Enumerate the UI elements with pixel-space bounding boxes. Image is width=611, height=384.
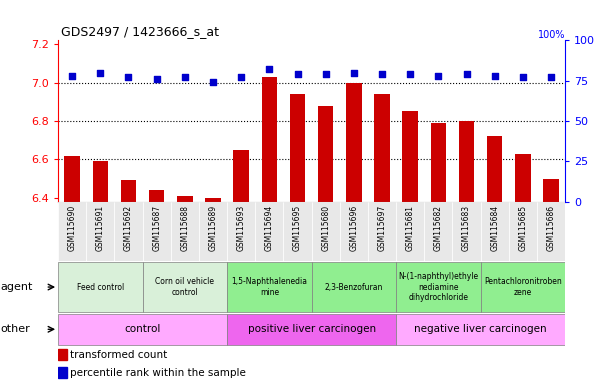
Bar — [318, 106, 334, 202]
Text: positive liver carcinogen: positive liver carcinogen — [247, 324, 376, 334]
Bar — [396, 314, 565, 345]
Bar — [205, 198, 221, 202]
Text: GSM115694: GSM115694 — [265, 205, 274, 251]
Point — [518, 74, 528, 81]
Text: 1,5-Naphthalenedia
mine: 1,5-Naphthalenedia mine — [232, 277, 307, 297]
Bar — [368, 202, 396, 261]
Bar — [142, 262, 227, 312]
Bar — [92, 161, 108, 202]
Bar — [149, 190, 164, 202]
Bar — [340, 202, 368, 261]
Point — [377, 71, 387, 77]
Text: agent: agent — [1, 282, 33, 292]
Bar — [170, 202, 199, 261]
Bar — [58, 314, 227, 345]
Text: GSM115696: GSM115696 — [349, 205, 359, 251]
Bar — [114, 202, 142, 261]
Bar — [121, 180, 136, 202]
Text: GSM115691: GSM115691 — [96, 205, 105, 251]
Bar — [227, 314, 396, 345]
Point — [434, 73, 444, 79]
Text: GSM115687: GSM115687 — [152, 205, 161, 251]
Bar — [199, 202, 227, 261]
Bar — [58, 367, 67, 379]
Bar — [58, 349, 67, 360]
Text: GSM115680: GSM115680 — [321, 205, 330, 251]
Text: GSM115693: GSM115693 — [236, 205, 246, 251]
Bar — [481, 202, 509, 261]
Bar — [375, 94, 390, 202]
Point — [265, 66, 274, 73]
Point — [405, 71, 415, 77]
Text: GSM115683: GSM115683 — [462, 205, 471, 251]
Text: GSM115686: GSM115686 — [547, 205, 555, 251]
Text: GSM115692: GSM115692 — [124, 205, 133, 251]
Point — [462, 71, 472, 77]
Text: GSM115682: GSM115682 — [434, 205, 443, 251]
Bar — [487, 136, 502, 202]
Point — [349, 70, 359, 76]
Bar — [142, 202, 170, 261]
Point — [67, 73, 77, 79]
Bar — [312, 202, 340, 261]
Bar — [233, 150, 249, 202]
Text: GSM115689: GSM115689 — [208, 205, 218, 251]
Bar — [509, 202, 537, 261]
Bar — [515, 154, 531, 202]
Bar — [177, 196, 192, 202]
Bar — [424, 202, 453, 261]
Text: GSM115684: GSM115684 — [490, 205, 499, 251]
Bar — [481, 262, 565, 312]
Point — [123, 74, 133, 81]
Bar — [227, 202, 255, 261]
Bar — [459, 121, 474, 202]
Bar — [58, 202, 86, 261]
Point — [152, 76, 161, 82]
Bar — [346, 83, 362, 202]
Bar — [290, 94, 306, 202]
Bar — [64, 156, 80, 202]
Bar — [431, 123, 446, 202]
Point — [180, 74, 189, 81]
Text: GSM115681: GSM115681 — [406, 205, 415, 251]
Bar — [396, 202, 424, 261]
Text: control: control — [125, 324, 161, 334]
Text: Feed control: Feed control — [77, 283, 124, 291]
Text: GSM115690: GSM115690 — [68, 205, 76, 251]
Bar — [262, 77, 277, 202]
Text: GSM115697: GSM115697 — [378, 205, 387, 251]
Point — [546, 74, 556, 81]
Text: 100%: 100% — [538, 30, 565, 40]
Bar — [284, 202, 312, 261]
Point — [208, 79, 218, 85]
Bar — [403, 111, 418, 202]
Text: 2,3-Benzofuran: 2,3-Benzofuran — [324, 283, 383, 291]
Bar — [537, 202, 565, 261]
Text: GSM115688: GSM115688 — [180, 205, 189, 251]
Point — [236, 74, 246, 81]
Text: GSM115695: GSM115695 — [293, 205, 302, 251]
Text: negative liver carcinogen: negative liver carcinogen — [414, 324, 547, 334]
Text: percentile rank within the sample: percentile rank within the sample — [70, 368, 246, 378]
Point — [490, 73, 500, 79]
Point — [95, 70, 105, 76]
Point — [293, 71, 302, 77]
Text: GSM115685: GSM115685 — [518, 205, 527, 251]
Text: GDS2497 / 1423666_s_at: GDS2497 / 1423666_s_at — [61, 25, 219, 38]
Bar — [255, 202, 284, 261]
Bar — [58, 262, 142, 312]
Bar — [396, 262, 481, 312]
Point — [321, 71, 331, 77]
Bar — [312, 262, 396, 312]
Text: Corn oil vehicle
control: Corn oil vehicle control — [155, 277, 214, 297]
Bar — [453, 202, 481, 261]
Text: transformed count: transformed count — [70, 350, 167, 360]
Bar — [86, 202, 114, 261]
Bar — [227, 262, 312, 312]
Text: Pentachloronitroben
zene: Pentachloronitroben zene — [484, 277, 562, 297]
Bar — [543, 179, 559, 202]
Text: other: other — [1, 324, 31, 334]
Text: N-(1-naphthyl)ethyle
nediamine
dihydrochloride: N-(1-naphthyl)ethyle nediamine dihydroch… — [398, 272, 478, 302]
